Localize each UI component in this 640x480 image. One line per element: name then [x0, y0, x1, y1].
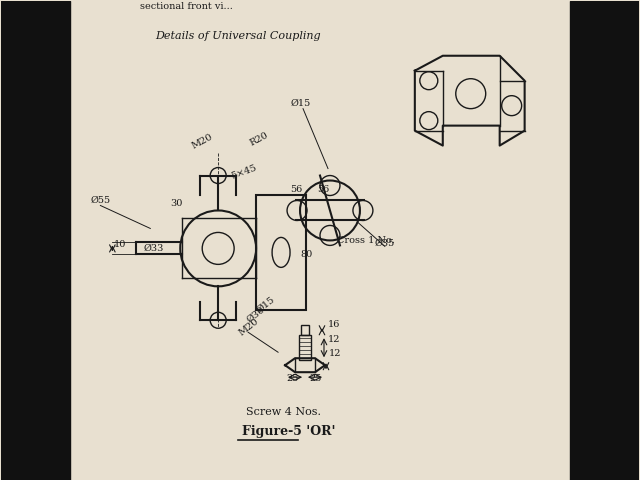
Bar — [570, 1, 639, 480]
Text: R20: R20 — [248, 131, 270, 147]
Text: 30: 30 — [170, 200, 182, 208]
Text: Ø33: Ø33 — [143, 243, 164, 252]
Bar — [301, 325, 309, 335]
Bar — [299, 335, 311, 360]
Bar — [1, 1, 70, 480]
Text: 5×45: 5×45 — [230, 163, 259, 180]
Text: Ø35: Ø35 — [375, 239, 395, 247]
Text: M20: M20 — [237, 316, 260, 337]
Text: 25: 25 — [286, 374, 298, 383]
Text: Details of Universal Coupling: Details of Universal Coupling — [156, 31, 321, 41]
Text: 12: 12 — [328, 335, 340, 344]
Text: Ø15: Ø15 — [291, 99, 311, 108]
Text: Ø15: Ø15 — [255, 295, 276, 314]
Text: Ø30: Ø30 — [245, 305, 267, 324]
Bar — [256, 195, 306, 310]
Text: 12: 12 — [329, 349, 342, 358]
Text: 80: 80 — [300, 251, 312, 259]
Text: 16: 16 — [328, 320, 340, 329]
Text: 25: 25 — [309, 374, 321, 383]
Text: M20: M20 — [190, 132, 214, 151]
Text: 56: 56 — [317, 184, 329, 193]
Text: Cross 1 No.: Cross 1 No. — [337, 237, 395, 245]
Text: Figure-5 'OR': Figure-5 'OR' — [242, 425, 335, 438]
Text: Screw 4 Nos.: Screw 4 Nos. — [246, 407, 321, 417]
Text: 10: 10 — [113, 240, 125, 250]
Text: sectional front vi...: sectional front vi... — [140, 2, 233, 11]
Text: Ø55: Ø55 — [90, 195, 111, 204]
Text: 56: 56 — [290, 184, 302, 193]
